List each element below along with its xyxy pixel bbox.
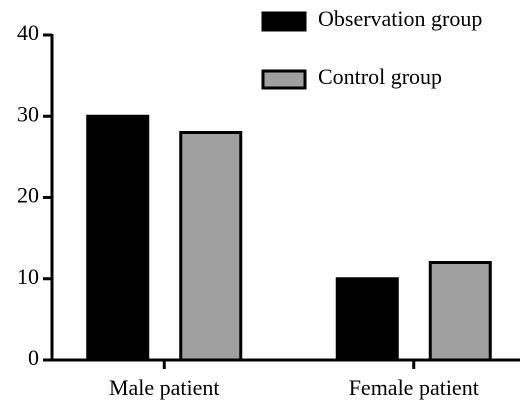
bar [179,131,243,362]
legend-label: Observation group [318,6,482,31]
bar [86,114,150,362]
y-tick-label: 20 [17,183,39,208]
bar [335,277,399,362]
x-tick-label: Male patient [109,375,220,400]
legend-label: Control group [318,64,442,89]
bar [428,261,492,362]
y-tick-label: 10 [17,264,39,289]
y-tick-label: 0 [28,345,39,370]
legend-swatch [261,69,307,90]
legend-swatch [261,11,307,32]
x-tick-label: Female patient [349,375,479,400]
y-tick-label: 40 [17,20,39,45]
y-tick-label: 30 [17,101,39,126]
